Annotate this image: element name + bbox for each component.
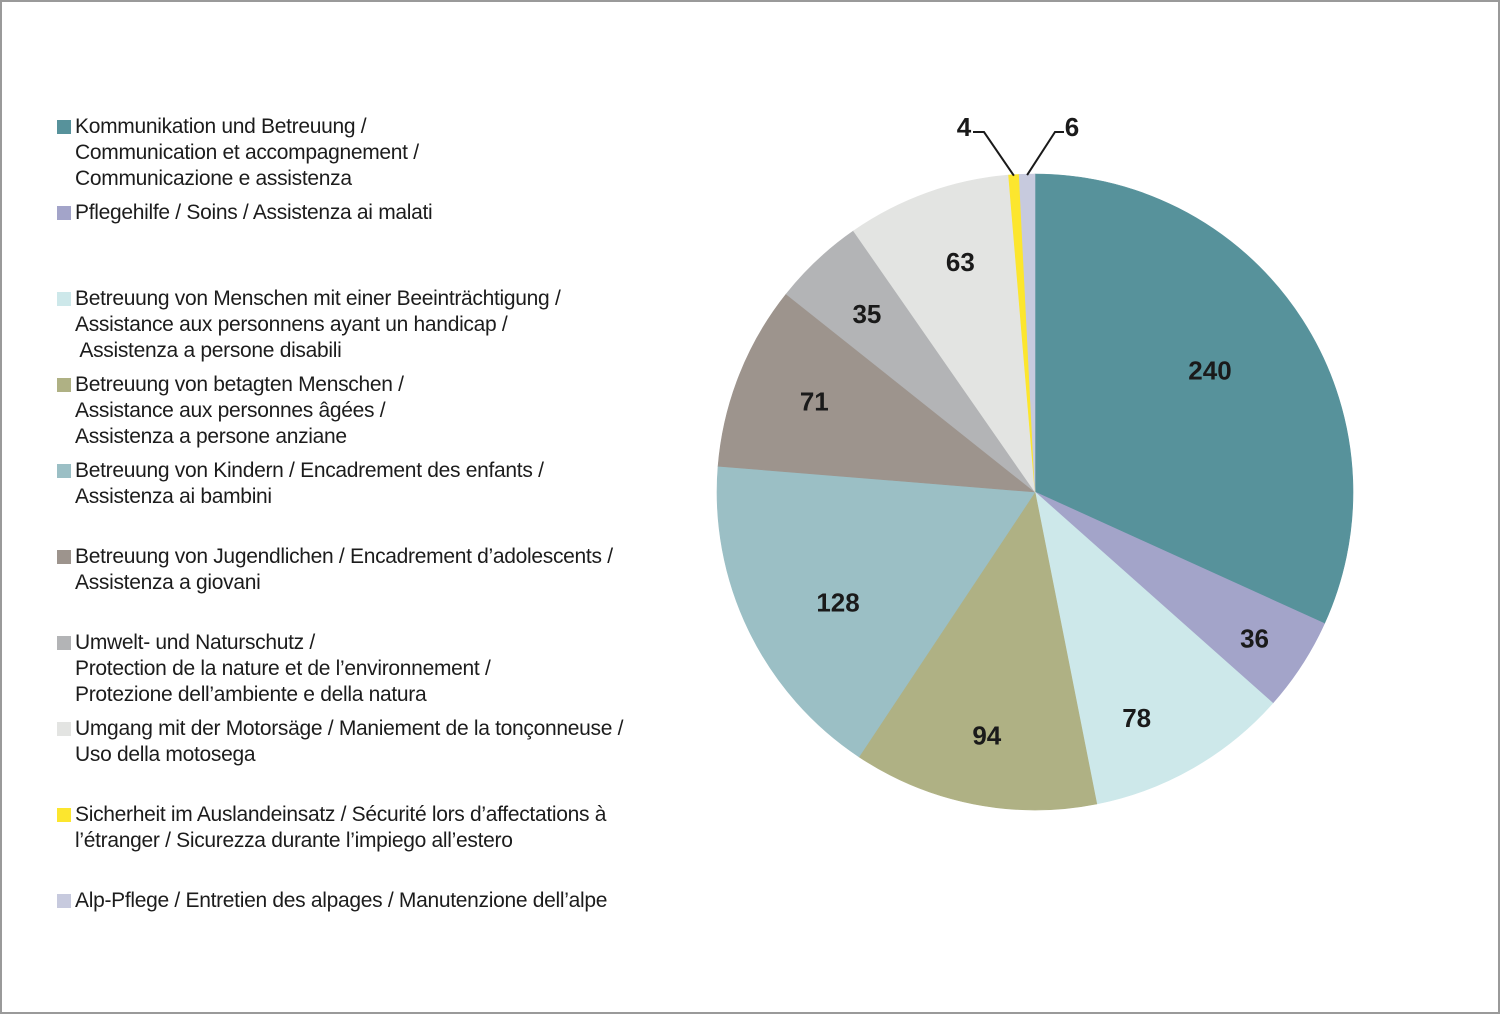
legend-item-betreuung-menschen-mit-beeintraechtigung: Betreuung von Menschen mit einer Beeintr… bbox=[57, 286, 561, 364]
leader-line-sicherheit-auslandeinsatz bbox=[973, 131, 1015, 177]
legend-label: Pflegehilfe / Soins / Assistenza ai mala… bbox=[75, 200, 433, 226]
legend-label: Betreuung von betagten Menschen / Assista… bbox=[75, 372, 404, 450]
legend-swatch-icon bbox=[57, 550, 71, 564]
legend-swatch-icon bbox=[57, 292, 71, 306]
legend-label: Betreuung von Menschen mit einer Beeintr… bbox=[75, 286, 561, 364]
legend-label-line: Betreuung von Jugendlichen / Encadrement… bbox=[75, 545, 613, 568]
legend-swatch-icon bbox=[57, 636, 71, 650]
pie-slice-betreuung-betagte-menschen bbox=[858, 491, 1098, 811]
slice-value-label-betreuung-menschen-mit-beeintraechtigung: 78 bbox=[1122, 703, 1151, 733]
legend-item-umgang-motorsaege: Umgang mit der Motorsäge / Maniement de … bbox=[57, 716, 623, 768]
legend-label-line: Assistenza a persone disabili bbox=[75, 339, 342, 362]
slice-value-label-pflegehilfe: 36 bbox=[1240, 624, 1269, 654]
legend-label-line: Assistenza ai bambini bbox=[75, 485, 272, 508]
slice-value-label-betreuung-betagte-menschen: 94 bbox=[972, 720, 1001, 750]
legend-swatch-icon bbox=[57, 894, 71, 908]
legend-swatch-icon bbox=[57, 120, 71, 134]
legend-label-line: Protezione dell’ambiente e della natura bbox=[75, 683, 427, 706]
slice-value-label-betreuung-kinder: 128 bbox=[816, 587, 859, 617]
slice-value-label-umgang-motorsaege: 63 bbox=[946, 247, 975, 277]
legend-label-line: Alp-Pflege / Entretien des alpages / Man… bbox=[75, 889, 608, 912]
legend-label-line: Umgang mit der Motorsäge / Maniement de … bbox=[75, 717, 624, 740]
legend-swatch-icon bbox=[57, 206, 71, 220]
legend-label: Kommunikation und Betreuung / Communicati… bbox=[75, 114, 419, 192]
legend-item-alp-pflege: Alp-Pflege / Entretien des alpages / Man… bbox=[57, 888, 607, 914]
legend-swatch-icon bbox=[57, 808, 71, 822]
slice-value-label-alp-pflege: 6 bbox=[1065, 112, 1079, 142]
slice-value-label-sicherheit-auslandeinsatz: 4 bbox=[957, 112, 972, 142]
pie-slice-betreuung-menschen-mit-beeintraechtigung bbox=[1034, 491, 1274, 805]
legend-label-line: Assistenza a giovani bbox=[75, 571, 261, 594]
legend-label-line: Assistenza a persone anziane bbox=[75, 425, 347, 448]
legend-label-line: Assistance aux personnes âgées / bbox=[75, 399, 386, 422]
legend-item-sicherheit-auslandeinsatz: Sicherheit im Auslandeinsatz / Sécurité … bbox=[57, 802, 606, 854]
legend-label-line: Communication et accompagnement / bbox=[75, 141, 419, 164]
legend-label-line: Protection de la nature et de l’environn… bbox=[75, 657, 491, 680]
pie-slice-betreuung-kinder bbox=[716, 465, 1036, 758]
legend-label: Betreuung von Jugendlichen / Encadrement… bbox=[75, 544, 613, 596]
legend-label-line: Umwelt- und Naturschutz / bbox=[75, 631, 315, 654]
leader-line-alp-pflege bbox=[1026, 131, 1064, 176]
slice-value-label-kommunikation-und-betreuung: 240 bbox=[1188, 355, 1231, 385]
legend-label-line: Assistance aux personnens ayant un handi… bbox=[75, 313, 508, 336]
legend-label: Alp-Pflege / Entretien des alpages / Man… bbox=[75, 888, 607, 914]
legend-label-line: Communicazione e assistenza bbox=[75, 167, 352, 190]
legend-label-line: Betreuung von betagten Menschen / bbox=[75, 373, 404, 396]
legend-swatch-icon bbox=[57, 464, 71, 478]
legend-label: Sicherheit im Auslandeinsatz / Sécurité … bbox=[75, 802, 606, 854]
pie-slice-umgang-motorsaege bbox=[853, 174, 1036, 494]
slice-value-label-betreuung-jugendliche: 71 bbox=[800, 387, 829, 417]
legend-label: Umgang mit der Motorsäge / Maniement de … bbox=[75, 716, 623, 768]
slice-value-label-umwelt-naturschutz: 35 bbox=[852, 299, 881, 329]
legend-label: Betreuung von Kindern / Encadrement des … bbox=[75, 458, 544, 510]
legend-label-line: Betreuung von Kindern / Encadrement des … bbox=[75, 459, 544, 482]
legend-item-betreuung-kinder: Betreuung von Kindern / Encadrement des … bbox=[57, 458, 544, 510]
pie-slice-betreuung-jugendliche bbox=[717, 293, 1036, 493]
legend-swatch-icon bbox=[57, 378, 71, 392]
legend-item-betreuung-betagte-menschen: Betreuung von betagten Menschen / Assista… bbox=[57, 372, 404, 450]
legend-label-line: Betreuung von Menschen mit einer Beeintr… bbox=[75, 287, 561, 310]
legend-swatch-icon bbox=[57, 722, 71, 736]
legend-label-line: Pflegehilfe / Soins / Assistenza ai mala… bbox=[75, 201, 433, 224]
legend-label: Umwelt- und Naturschutz / Protection de l… bbox=[75, 630, 491, 708]
legend-item-umwelt-naturschutz: Umwelt- und Naturschutz / Protection de l… bbox=[57, 630, 491, 708]
legend-label-line: l’étranger / Sicurezza durante l’impiego… bbox=[75, 829, 513, 852]
legend-item-betreuung-jugendliche: Betreuung von Jugendlichen / Encadrement… bbox=[57, 544, 613, 596]
legend-label-line: Kommunikation und Betreuung / bbox=[75, 115, 367, 138]
legend-label-line: Sicherheit im Auslandeinsatz / Sécurité … bbox=[75, 803, 607, 826]
legend-item-kommunikation-und-betreuung: Kommunikation und Betreuung / Communicati… bbox=[57, 114, 419, 192]
legend-item-pflegehilfe: Pflegehilfe / Soins / Assistenza ai mala… bbox=[57, 200, 433, 226]
legend-label-line: Uso della motosega bbox=[75, 743, 256, 766]
pie-slice-kommunikation-und-betreuung bbox=[1034, 173, 1354, 624]
